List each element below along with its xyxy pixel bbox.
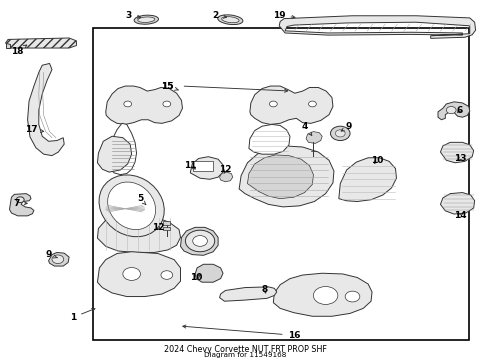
- Text: Diagram for 11549168: Diagram for 11549168: [204, 352, 286, 358]
- Polygon shape: [339, 158, 396, 202]
- Polygon shape: [49, 252, 69, 266]
- Text: 6: 6: [457, 105, 463, 114]
- Polygon shape: [180, 227, 218, 255]
- Polygon shape: [441, 193, 475, 214]
- Text: 17: 17: [24, 125, 44, 134]
- Polygon shape: [220, 287, 277, 301]
- Circle shape: [123, 267, 141, 280]
- Text: 3: 3: [125, 11, 141, 20]
- Text: 11: 11: [184, 161, 196, 170]
- Polygon shape: [249, 125, 290, 154]
- Text: 2024 Chevy Corvette NUT,FRT PROP SHF: 2024 Chevy Corvette NUT,FRT PROP SHF: [164, 345, 326, 354]
- Text: 4: 4: [302, 122, 312, 135]
- Polygon shape: [9, 194, 34, 216]
- Polygon shape: [107, 123, 137, 175]
- Circle shape: [309, 101, 317, 107]
- Circle shape: [335, 130, 345, 137]
- Text: 12: 12: [219, 166, 232, 175]
- Text: 2: 2: [213, 11, 226, 20]
- Polygon shape: [273, 273, 372, 316]
- Circle shape: [185, 230, 215, 252]
- Text: 18: 18: [11, 45, 27, 57]
- Text: 1: 1: [70, 309, 95, 322]
- Ellipse shape: [99, 175, 164, 237]
- Ellipse shape: [108, 182, 156, 230]
- Polygon shape: [106, 86, 182, 125]
- Polygon shape: [279, 16, 476, 39]
- Circle shape: [193, 235, 207, 246]
- Polygon shape: [441, 142, 474, 163]
- Ellipse shape: [134, 15, 158, 24]
- Text: 8: 8: [262, 285, 268, 294]
- Polygon shape: [98, 252, 180, 297]
- Bar: [193, 161, 213, 171]
- Ellipse shape: [221, 17, 239, 23]
- Bar: [163, 221, 170, 225]
- Polygon shape: [239, 146, 334, 207]
- Polygon shape: [250, 86, 333, 125]
- Text: 5: 5: [137, 194, 146, 205]
- Circle shape: [163, 101, 171, 107]
- Circle shape: [331, 126, 350, 140]
- Bar: [93, 28, 469, 339]
- Polygon shape: [247, 155, 314, 199]
- Text: 19: 19: [273, 11, 295, 20]
- Text: 16: 16: [183, 325, 300, 340]
- Text: 10: 10: [371, 156, 383, 165]
- Polygon shape: [5, 38, 76, 48]
- Text: 10: 10: [190, 273, 202, 282]
- Text: 15: 15: [161, 82, 173, 91]
- Circle shape: [270, 101, 277, 107]
- Circle shape: [314, 287, 338, 305]
- Ellipse shape: [138, 17, 155, 22]
- Text: 12: 12: [152, 223, 164, 232]
- Polygon shape: [220, 172, 233, 182]
- Polygon shape: [195, 264, 223, 282]
- Text: 14: 14: [454, 211, 466, 220]
- Polygon shape: [365, 159, 388, 175]
- Circle shape: [52, 255, 64, 264]
- Polygon shape: [27, 63, 64, 156]
- Circle shape: [446, 107, 456, 114]
- Polygon shape: [306, 132, 322, 143]
- Bar: [163, 226, 170, 230]
- Circle shape: [124, 101, 132, 107]
- Circle shape: [345, 291, 360, 302]
- Circle shape: [161, 271, 172, 279]
- Text: 9: 9: [46, 250, 57, 259]
- Circle shape: [16, 197, 24, 203]
- Polygon shape: [190, 157, 223, 179]
- Text: 9: 9: [341, 122, 352, 131]
- Text: 7: 7: [13, 199, 27, 208]
- Text: 15: 15: [161, 82, 178, 91]
- Text: 13: 13: [454, 154, 466, 163]
- Ellipse shape: [218, 15, 243, 24]
- Polygon shape: [5, 43, 10, 48]
- Polygon shape: [438, 102, 470, 120]
- Polygon shape: [98, 215, 180, 252]
- Polygon shape: [98, 136, 132, 172]
